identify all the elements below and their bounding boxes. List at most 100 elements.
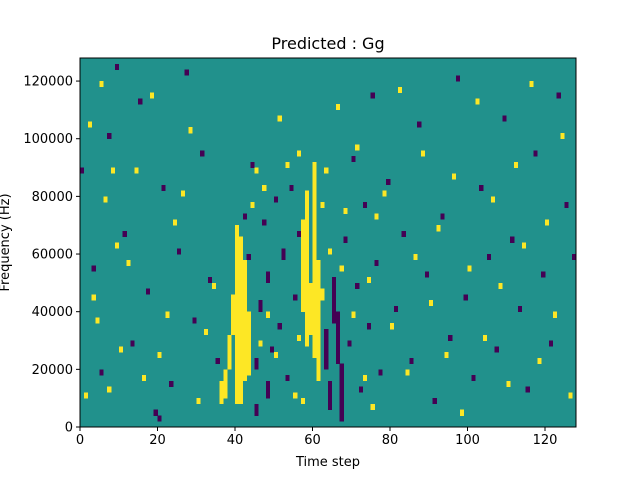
heatmap-cell-high <box>157 352 162 359</box>
heatmap-cell-low <box>254 409 259 416</box>
heatmap-cell-high <box>300 305 306 312</box>
heatmap-cell-high <box>242 288 247 295</box>
heatmap-cell-high <box>312 277 317 284</box>
heatmap-cell-high <box>231 300 236 307</box>
heatmap-cell-high <box>273 352 278 359</box>
heatmap-cell-high <box>362 375 368 382</box>
heatmap-cell-high <box>312 173 317 180</box>
heatmap-cell-low <box>359 386 364 393</box>
heatmap-cell-low <box>335 352 340 359</box>
heatmap-cell-high <box>312 190 317 197</box>
heatmap-cell-low <box>297 230 302 238</box>
heatmap-cell-high <box>312 352 317 359</box>
heatmap-cell-high <box>238 346 244 353</box>
heatmap-cell-high <box>308 288 313 295</box>
heatmap-cell-high <box>304 323 309 330</box>
heatmap-cell-high <box>173 219 178 226</box>
heatmap-cell-high <box>223 369 228 376</box>
heatmap-cell-low <box>266 277 271 284</box>
heatmap-cell-low <box>339 369 344 376</box>
heatmap-cell-high <box>312 248 317 255</box>
heatmap-cell-high <box>238 328 244 336</box>
heatmap-cell-low <box>335 323 340 330</box>
heatmap-cell-high <box>366 277 371 284</box>
heatmap-cell-low <box>331 317 337 324</box>
heatmap-cell-high <box>316 375 321 382</box>
heatmap-cell-low <box>207 277 213 284</box>
heatmap-cell-high <box>238 340 244 347</box>
heatmap-cell-high <box>246 328 251 336</box>
x-tick-label: 80 <box>382 433 399 448</box>
heatmap-cell-high <box>304 259 309 266</box>
heatmap-cell-high <box>235 363 240 370</box>
heatmap-cell-high <box>231 305 236 312</box>
heatmap-cell-high <box>304 254 309 261</box>
heatmap-cell-high <box>374 213 379 220</box>
heatmap-cell-high <box>312 305 317 312</box>
heatmap-cell-high <box>343 207 348 214</box>
heatmap-cell-high <box>312 265 317 272</box>
heatmap-cell-high <box>300 225 306 232</box>
heatmap-cell-high <box>238 242 244 249</box>
heatmap-cell-low <box>169 380 174 387</box>
heatmap-cell-high <box>227 334 232 341</box>
heatmap-cell-high <box>297 334 302 341</box>
heatmap-cell-high <box>238 369 244 376</box>
heatmap-cell-high <box>304 311 309 318</box>
heatmap-cell-low <box>266 271 271 278</box>
heatmap-cell-high <box>238 259 244 266</box>
heatmap-cell-low <box>331 311 337 318</box>
heatmap-cell-high <box>246 311 251 318</box>
heatmap-cell-high <box>308 305 313 312</box>
heatmap-cell-low <box>215 357 220 364</box>
heatmap-cell-high <box>235 248 240 255</box>
heatmap-cell-high <box>405 369 410 376</box>
heatmap-cell-high <box>242 346 247 353</box>
heatmap-cell-high <box>242 294 247 301</box>
heatmap-cell-high <box>238 386 244 393</box>
heatmap-cell-high <box>238 323 244 330</box>
heatmap-cell-high <box>91 294 96 301</box>
heatmap-cell-high <box>312 328 317 336</box>
heatmap-cell-high <box>235 305 240 312</box>
heatmap-cell-low <box>99 369 104 376</box>
heatmap-cell-low <box>277 323 282 330</box>
heatmap-cell-high <box>238 300 244 307</box>
heatmap-cell-low <box>339 415 344 422</box>
heatmap-cell-low <box>335 346 340 353</box>
heatmap-cell-high <box>285 161 290 168</box>
heatmap-cell-low <box>324 334 329 341</box>
heatmap-cell-low <box>339 380 344 387</box>
heatmap-cell-high <box>235 311 240 318</box>
heatmap-cell-high <box>312 242 317 249</box>
heatmap-cell-low <box>339 392 344 399</box>
heatmap-cell-high <box>223 386 228 393</box>
heatmap-cell-low <box>80 167 85 174</box>
heatmap-cell-high <box>235 242 240 249</box>
heatmap-cell-high <box>246 363 251 370</box>
y-axis-label: Frequency (Hz) <box>0 193 13 291</box>
heatmap-cell-high <box>304 317 309 324</box>
x-tick-label: 60 <box>304 433 321 448</box>
heatmap-cell-low <box>242 213 247 220</box>
heatmap-cell-low <box>281 248 286 255</box>
heatmap-cell-high <box>308 311 313 318</box>
heatmap-cell-high <box>316 363 321 370</box>
heatmap-cell-high <box>238 305 244 312</box>
heatmap-cell-high <box>300 219 306 226</box>
heatmap-cell-high <box>316 282 321 289</box>
heatmap-cell-high <box>297 150 302 157</box>
heatmap-cell-low <box>328 403 333 411</box>
heatmap-cell-high <box>238 236 244 243</box>
heatmap-cell-high <box>293 392 298 399</box>
heatmap-cell-high <box>312 254 317 261</box>
heatmap-cell-high <box>180 190 185 197</box>
heatmap-cell-high <box>370 403 375 411</box>
heatmap-cell-high <box>521 242 526 249</box>
heatmap-cell-high <box>312 213 317 220</box>
heatmap-cell-high <box>235 392 240 399</box>
x-tick-label: 20 <box>149 433 166 448</box>
heatmap-cell-high <box>246 357 251 364</box>
heatmap-cell-high <box>545 219 550 226</box>
